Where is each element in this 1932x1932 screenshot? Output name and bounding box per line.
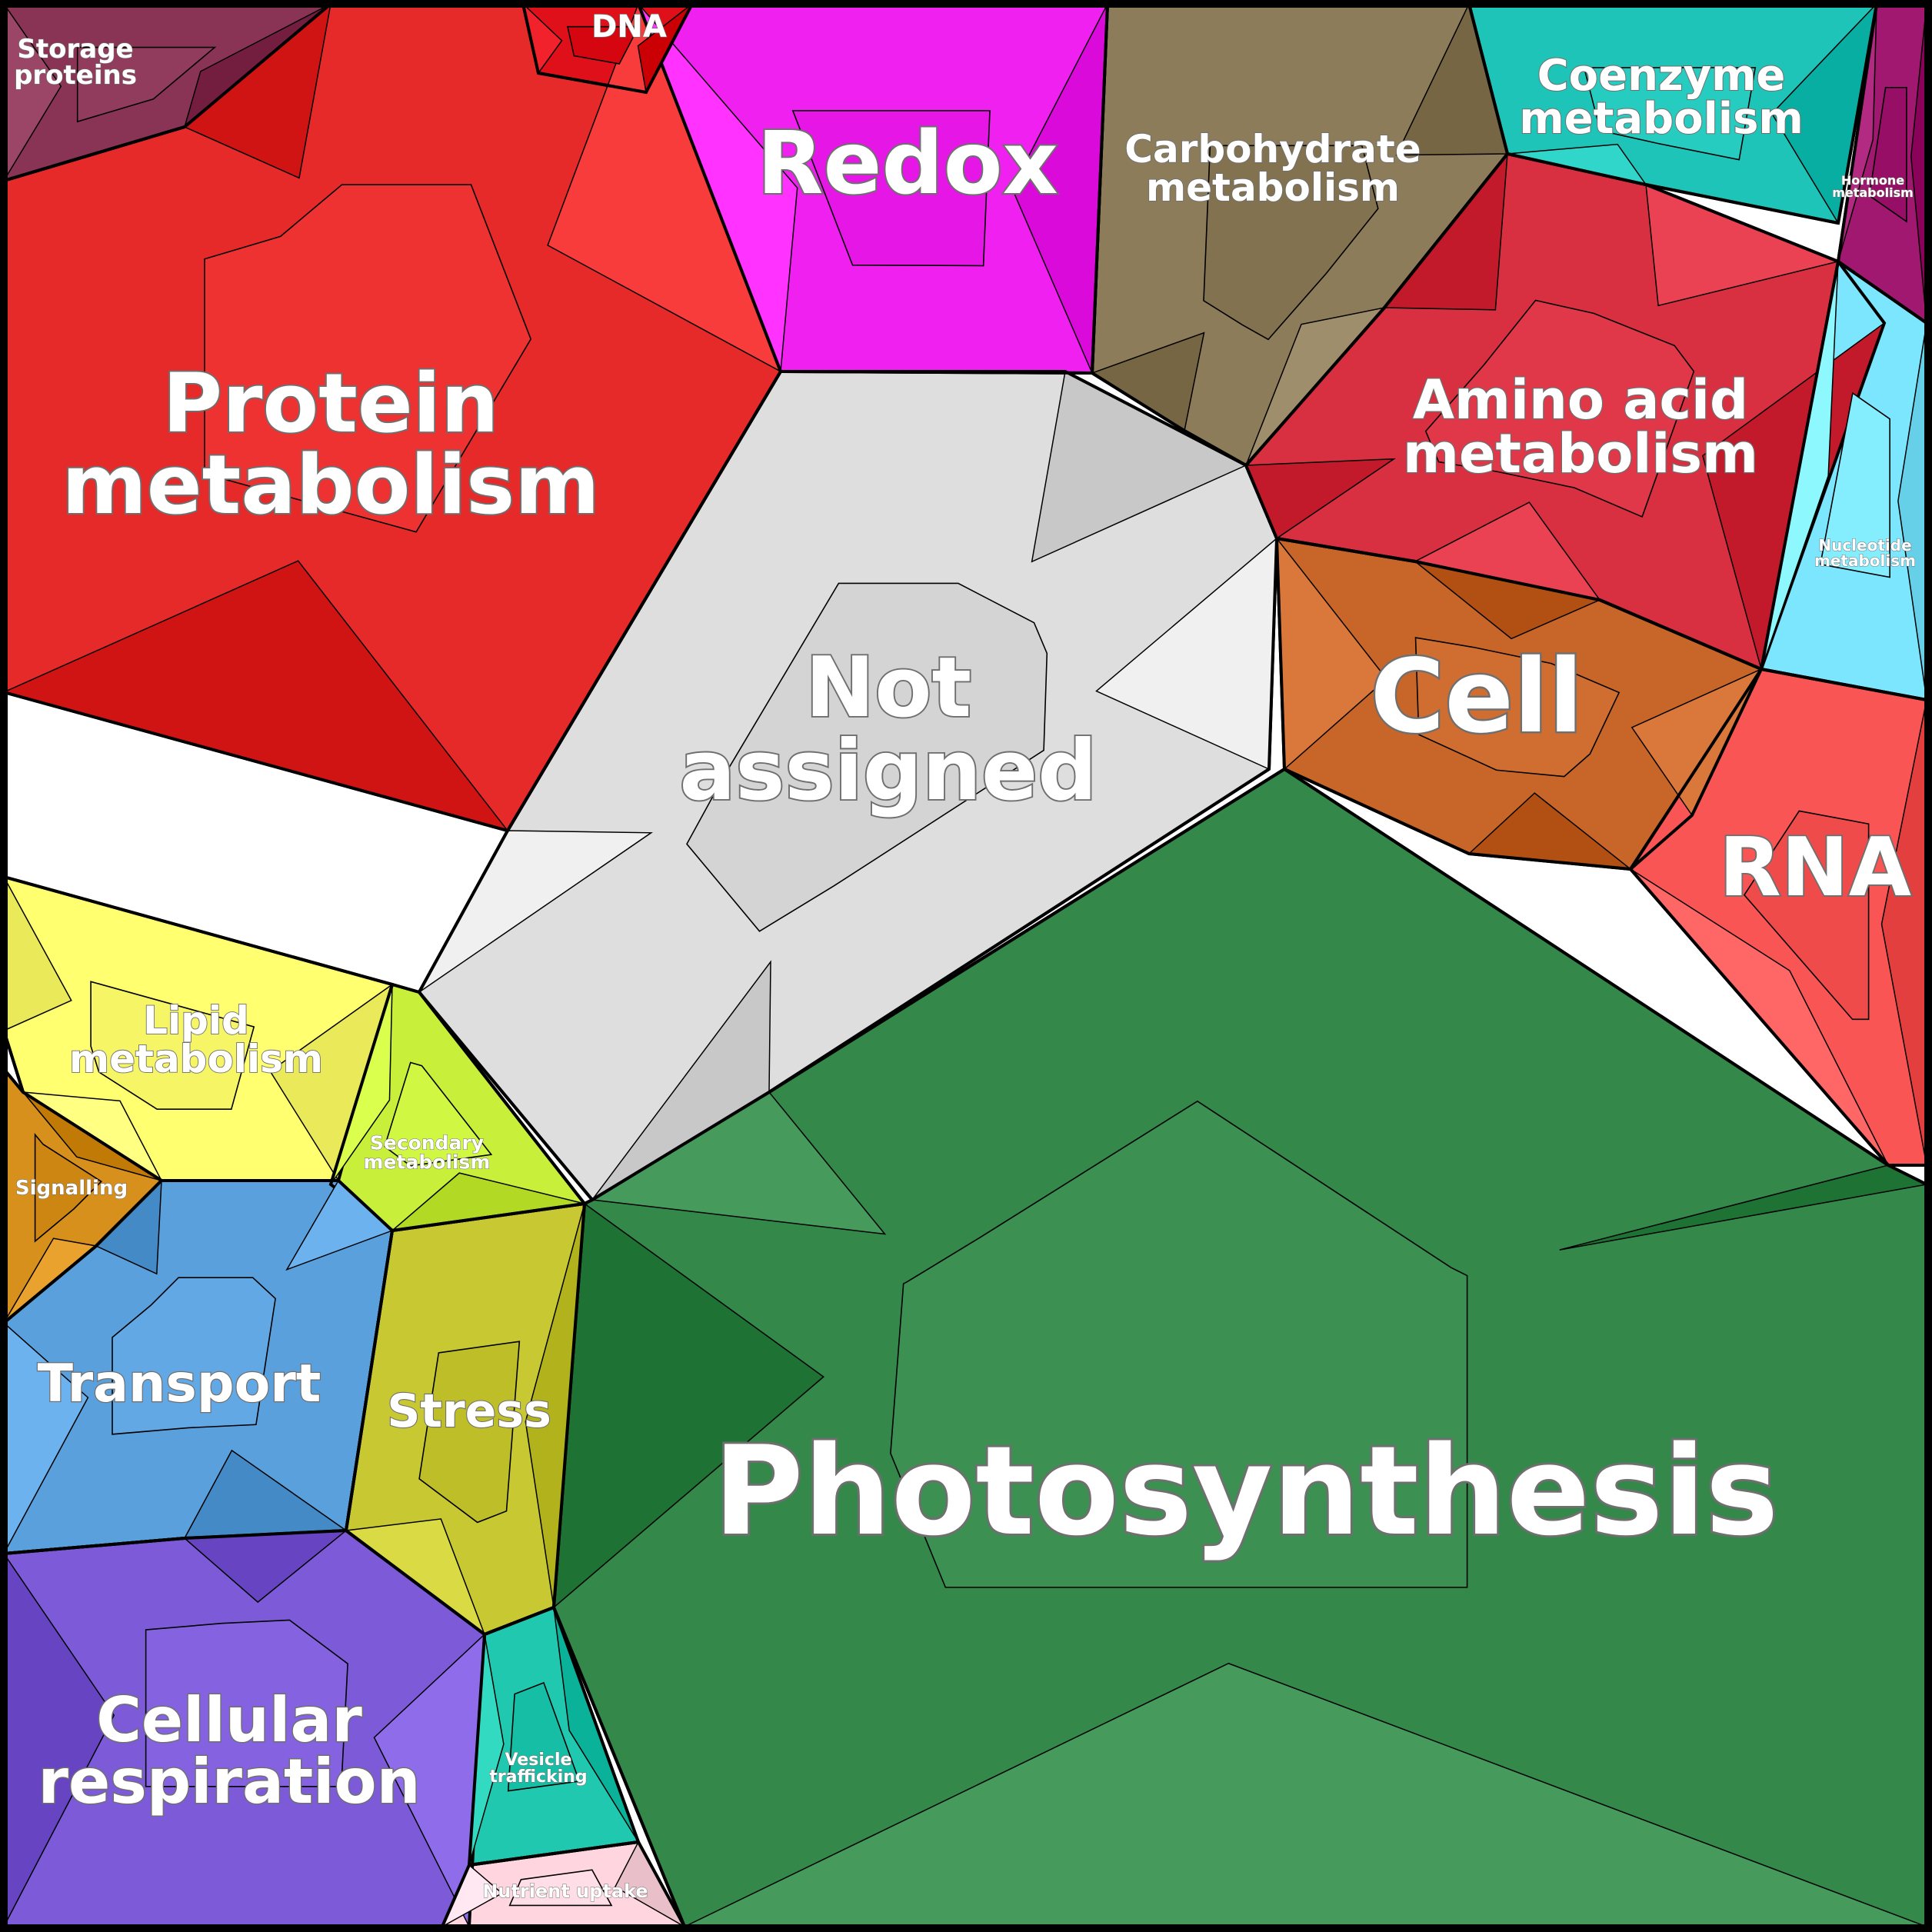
subcells-coenzyme-metabolism — [1507, 4, 1877, 223]
subcells-stress — [346, 1204, 585, 1634]
label-stress: Stress — [387, 1384, 551, 1438]
label-signalling: Signalling — [15, 1177, 128, 1200]
label-protein-metabolism: Protein metabolism — [62, 356, 599, 532]
category-labels: Photosynthesis Not assigned Protein metaboli… — [13, 8, 1916, 1902]
label-photosynthesis: Photosynthesis — [713, 1419, 1778, 1563]
subcells-photosynthesis — [554, 1091, 1927, 1927]
label-dna: DNA — [591, 9, 667, 45]
label-carbohydrate-metabolism: Carbohydrate metabolism — [1124, 127, 1421, 210]
outline-not-assigned — [417, 370, 1279, 1202]
label-amino-acid-metabolism: Amino acid metabolism — [1403, 368, 1758, 485]
label-cell: Cell — [1371, 638, 1584, 756]
label-rna: RNA — [1719, 821, 1911, 914]
subcells-protein-metabolism — [4, 4, 781, 831]
subcells-transport — [4, 1181, 392, 1554]
label-hormone-metabolism: Hormone metabolism — [1832, 173, 1914, 200]
label-storage-proteins: Storage proteins — [14, 34, 137, 91]
label-cellular-respiration: Cellular respiration — [38, 1684, 420, 1817]
label-vesicle-trafficking: Vesicle trafficking — [489, 1750, 587, 1787]
label-secondary-metabolism: Secondary metabolism — [364, 1132, 491, 1174]
subcells-cell — [1277, 538, 1761, 869]
label-lipid-metabolism: Lipid metabolism — [69, 998, 323, 1081]
label-nutrient-uptake: Nutrient uptake — [482, 1880, 648, 1902]
label-coenzyme-metabolism: Coenzyme metabolism — [1519, 51, 1804, 144]
subcells-cellular-respiration — [4, 1531, 485, 1927]
label-redox: Redox — [757, 114, 1058, 214]
label-transport: Transport — [38, 1354, 321, 1414]
label-not-assigned: Not assigned — [679, 640, 1097, 819]
subcells-not-assigned — [419, 371, 1277, 1200]
label-nucleotide-metabolism: Nucleotide metabolism — [1814, 536, 1916, 570]
subcells-dna — [523, 4, 692, 92]
subcells-redox — [638, 4, 1108, 373]
